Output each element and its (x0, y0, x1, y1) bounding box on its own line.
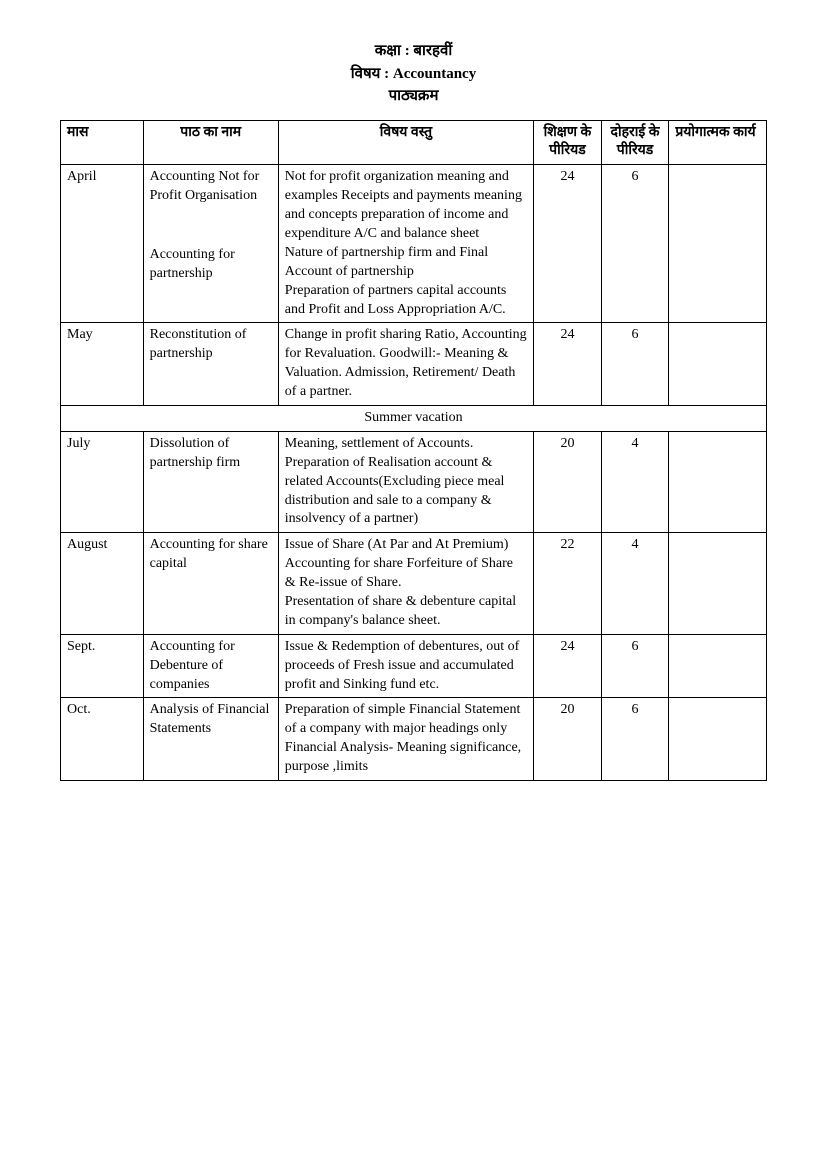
col-revision: दोहराई के पीरियड (601, 120, 669, 165)
cell-content: Change in profit sharing Ratio, Accounti… (278, 323, 533, 406)
cell-practical (669, 323, 767, 406)
cell-month: Oct. (61, 698, 144, 781)
cell-month: August (61, 533, 144, 634)
header-subject: विषय : Accountancy (60, 63, 767, 86)
document-header: कक्षा : बारहवीं विषय : Accountancy पाठ्य… (60, 40, 767, 108)
header-title: पाठ्यक्रम (60, 85, 767, 108)
header-class: कक्षा : बारहवीं (60, 40, 767, 63)
cell-topic: Accounting for Debenture of companies (143, 634, 278, 698)
col-practical: प्रयोगात्मक कार्य (669, 120, 767, 165)
cell-topic: Reconstitution of partnership (143, 323, 278, 406)
table-row: July Dissolution of partnership firm Mea… (61, 431, 767, 532)
cell-teaching: 22 (534, 533, 602, 634)
table-body: April Accounting Not for Profit Organisa… (61, 165, 767, 781)
col-content: विषय वस्तु (278, 120, 533, 165)
cell-revision: 6 (601, 323, 669, 406)
cell-content: Issue of Share (At Par and At Premium) A… (278, 533, 533, 634)
cell-practical (669, 431, 767, 532)
cell-content: Preparation of simple Financial Statemen… (278, 698, 533, 781)
table-row: August Accounting for share capital Issu… (61, 533, 767, 634)
topic-text: Accounting Not for Profit Organisation (150, 168, 272, 206)
table-row: Sept. Accounting for Debenture of compan… (61, 634, 767, 698)
vacation-cell: Summer vacation (61, 405, 767, 431)
cell-practical (669, 165, 767, 323)
cell-teaching: 20 (534, 431, 602, 532)
cell-revision: 4 (601, 533, 669, 634)
cell-month: July (61, 431, 144, 532)
cell-revision: 6 (601, 634, 669, 698)
cell-month: April (61, 165, 144, 323)
cell-teaching: 20 (534, 698, 602, 781)
cell-revision: 4 (601, 431, 669, 532)
col-topic: पाठ का नाम (143, 120, 278, 165)
topic-text: Accounting for partnership (150, 246, 272, 284)
cell-practical (669, 634, 767, 698)
table-row: May Reconstitution of partnership Change… (61, 323, 767, 406)
cell-revision: 6 (601, 165, 669, 323)
cell-topic: Accounting Not for Profit Organisation A… (143, 165, 278, 323)
cell-revision: 6 (601, 698, 669, 781)
cell-content: Not for profit organization meaning and … (278, 165, 533, 323)
cell-practical (669, 533, 767, 634)
cell-practical (669, 698, 767, 781)
cell-topic: Analysis of Financial Statements (143, 698, 278, 781)
cell-teaching: 24 (534, 165, 602, 323)
cell-month: Sept. (61, 634, 144, 698)
col-month: मास (61, 120, 144, 165)
cell-month: May (61, 323, 144, 406)
table-row: April Accounting Not for Profit Organisa… (61, 165, 767, 323)
cell-teaching: 24 (534, 634, 602, 698)
col-teaching: शिक्षण के पीरियड (534, 120, 602, 165)
cell-content: Issue & Redemption of debentures, out of… (278, 634, 533, 698)
cell-topic: Accounting for share capital (143, 533, 278, 634)
table-header-row: मास पाठ का नाम विषय वस्तु शिक्षण के पीरि… (61, 120, 767, 165)
cell-topic: Dissolution of partnership firm (143, 431, 278, 532)
syllabus-table: मास पाठ का नाम विषय वस्तु शिक्षण के पीरि… (60, 120, 767, 782)
cell-teaching: 24 (534, 323, 602, 406)
cell-content: Meaning, settlement of Accounts. Prepara… (278, 431, 533, 532)
vacation-row: Summer vacation (61, 405, 767, 431)
table-row: Oct. Analysis of Financial Statements Pr… (61, 698, 767, 781)
